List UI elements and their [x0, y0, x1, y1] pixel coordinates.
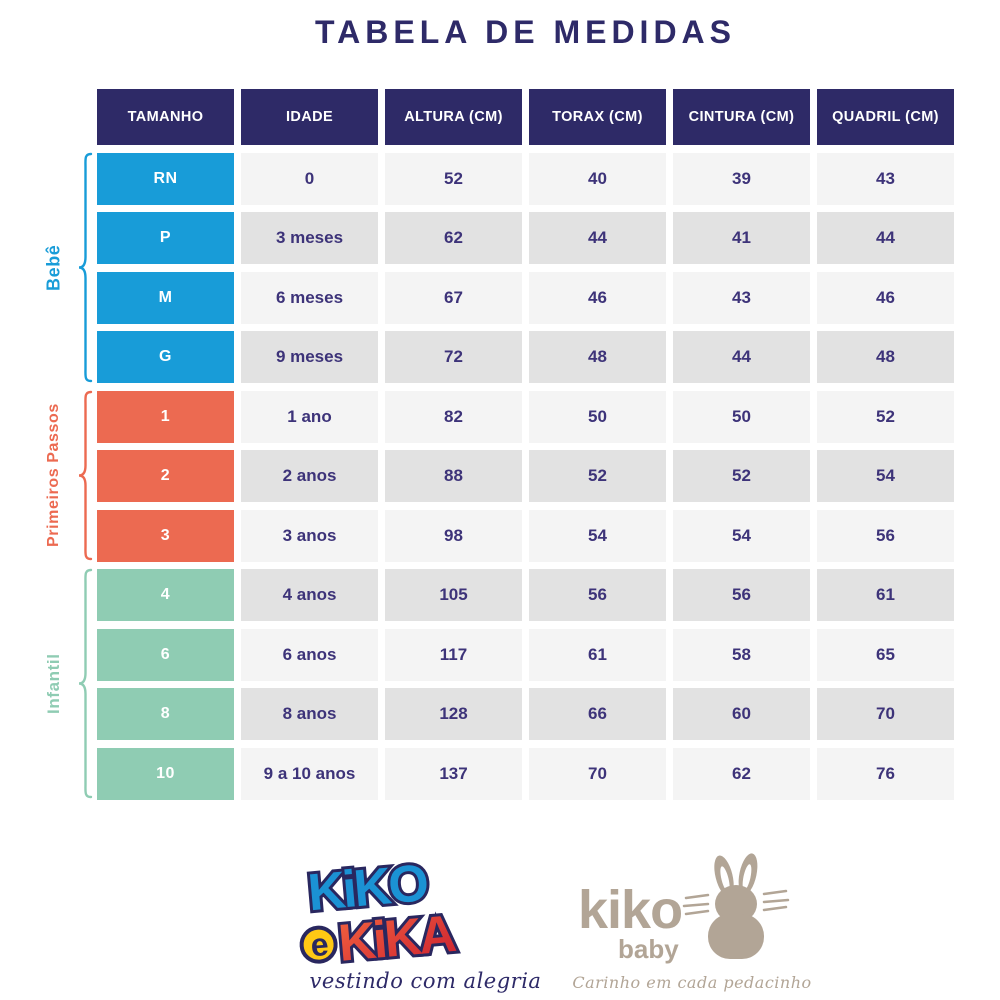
header-cell-cintura: CINTURA (CM) [673, 89, 810, 145]
quadril-cell: 76 [817, 747, 954, 800]
torax-cell: 70 [529, 747, 666, 800]
idade-cell: 4 anos [241, 569, 378, 621]
torax-cell: 40 [529, 152, 666, 205]
header-cell-idade: IDADE [241, 89, 378, 145]
kiko-baby-sub: baby [618, 934, 679, 964]
altura-cell: 52 [385, 152, 522, 205]
kika-word: KiKA [336, 905, 458, 968]
idade-cell: 9 a 10 anos [241, 747, 378, 800]
kiko-e-kika-tagline: vestindo com alegria [309, 969, 542, 993]
brand-logo-kiko-baby: kiko baby Carinho em cada pedacinho [572, 848, 812, 993]
quadril-cell: 46 [817, 271, 954, 324]
quadril-cell: 70 [817, 688, 954, 740]
torax-cell: 54 [529, 509, 666, 562]
kiko-e-kika-wordmark: KiKO e KiKA [299, 851, 461, 976]
size-cell-10: 10 [97, 747, 234, 800]
altura-cell: 105 [385, 569, 522, 621]
torax-cell: 66 [529, 688, 666, 740]
altura-cell: 137 [385, 747, 522, 800]
quadril-cell: 48 [817, 331, 954, 383]
torax-cell: 48 [529, 331, 666, 383]
brace-bebe-icon [76, 152, 94, 383]
cintura-cell: 54 [673, 509, 810, 562]
torax-cell: 56 [529, 569, 666, 621]
size-cell-6: 6 [97, 628, 234, 681]
group-label-text: Bebê [43, 244, 64, 291]
size-table: TAMANHO IDADE ALTURA (CM) TORAX (CM) CIN… [97, 89, 954, 800]
e-letter: e [309, 926, 330, 963]
quadril-cell: 54 [817, 450, 954, 502]
cintura-cell: 50 [673, 390, 810, 443]
torax-cell: 52 [529, 450, 666, 502]
cintura-cell: 58 [673, 628, 810, 681]
size-cell-RN: RN [97, 152, 234, 205]
idade-cell: 3 meses [241, 212, 378, 264]
cintura-cell: 60 [673, 688, 810, 740]
size-cell-3: 3 [97, 509, 234, 562]
altura-cell: 128 [385, 688, 522, 740]
cintura-cell: 62 [673, 747, 810, 800]
size-cell-P: P [97, 212, 234, 264]
group-label-bebe: Bebê [40, 152, 68, 383]
altura-cell: 98 [385, 509, 522, 562]
size-cell-1: 1 [97, 390, 234, 443]
e-badge-icon [299, 925, 338, 964]
group-label-infantil: Infantil [40, 568, 68, 799]
header-cell-torax: TORAX (CM) [529, 89, 666, 145]
idade-cell: 6 anos [241, 628, 378, 681]
altura-cell: 62 [385, 212, 522, 264]
page-title: TABELA DE MEDIDAS [315, 14, 736, 50]
altura-cell: 88 [385, 450, 522, 502]
kiko-baby-wordmark: kiko baby [578, 853, 790, 967]
altura-cell: 67 [385, 271, 522, 324]
cintura-cell: 41 [673, 212, 810, 264]
idade-cell: 2 anos [241, 450, 378, 502]
group-label-primeiros-passos: Primeiros Passos [40, 390, 68, 561]
kiko-baby-name: kiko [578, 880, 682, 940]
size-cell-2: 2 [97, 450, 234, 502]
torax-cell: 61 [529, 628, 666, 681]
quadril-cell: 52 [817, 390, 954, 443]
size-cell-M: M [97, 271, 234, 324]
altura-cell: 117 [385, 628, 522, 681]
quadril-cell: 56 [817, 509, 954, 562]
idade-cell: 1 ano [241, 390, 378, 443]
header-cell-quadril: QUADRIL (CM) [817, 89, 954, 145]
size-cell-8: 8 [97, 688, 234, 740]
header-cell-tamanho: TAMANHO [97, 89, 234, 145]
cintura-cell: 44 [673, 331, 810, 383]
torax-cell: 50 [529, 390, 666, 443]
brace-infantil-icon [76, 568, 94, 799]
group-label-text: Infantil [44, 653, 63, 714]
torax-cell: 44 [529, 212, 666, 264]
quadril-cell: 61 [817, 569, 954, 621]
altura-cell: 82 [385, 390, 522, 443]
kiko-word: KiKO [306, 854, 430, 922]
brace-primeiros-passos-icon [76, 390, 94, 561]
size-cell-4: 4 [97, 569, 234, 621]
header-cell-altura: ALTURA (CM) [385, 89, 522, 145]
cintura-cell: 52 [673, 450, 810, 502]
idade-cell: 3 anos [241, 509, 378, 562]
quadril-cell: 44 [817, 212, 954, 264]
idade-cell: 9 meses [241, 331, 378, 383]
idade-cell: 0 [241, 152, 378, 205]
kiko-baby-tagline: Carinho em cada pedacinho [572, 973, 812, 992]
torax-cell: 46 [529, 271, 666, 324]
cintura-cell: 43 [673, 271, 810, 324]
idade-cell: 6 meses [241, 271, 378, 324]
bunny-icon [682, 853, 790, 959]
cintura-cell: 56 [673, 569, 810, 621]
quadril-cell: 43 [817, 152, 954, 205]
size-cell-G: G [97, 331, 234, 383]
cintura-cell: 39 [673, 152, 810, 205]
quadril-cell: 65 [817, 628, 954, 681]
idade-cell: 8 anos [241, 688, 378, 740]
group-label-text: Primeiros Passos [45, 403, 62, 548]
altura-cell: 72 [385, 331, 522, 383]
brand-logo-kiko-e-kika: KiKO e KiKA vestindo com alegria [278, 850, 573, 995]
